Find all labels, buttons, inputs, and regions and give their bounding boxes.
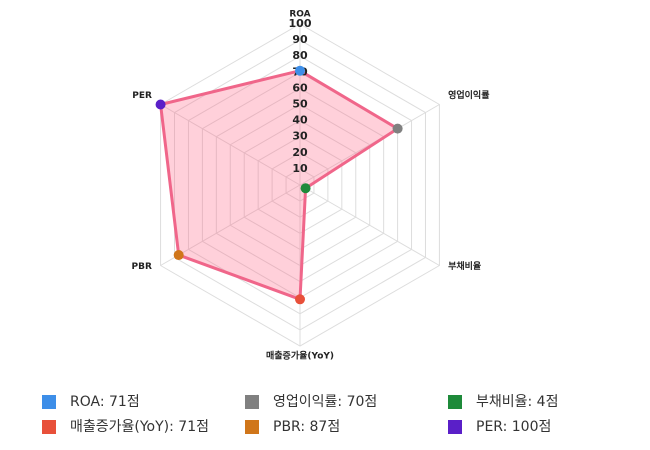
axis-label: PBR — [132, 262, 152, 272]
legend-label: PER: 100점 — [476, 419, 551, 435]
axis-label: 영업이익률 — [448, 89, 489, 101]
r-tick-label: 100 — [289, 17, 312, 30]
legend-label: ROA: 71점 — [70, 394, 140, 410]
legend-swatch — [448, 395, 462, 409]
r-tick-label: 20 — [292, 146, 308, 159]
axis-label: 부채비율 — [448, 260, 481, 272]
data-point — [295, 65, 305, 76]
axis-label: ROA — [289, 10, 310, 20]
spoke — [160, 104, 301, 186]
data-point — [295, 294, 305, 305]
r-tick-label: 10 — [292, 162, 308, 175]
data-point — [173, 250, 184, 261]
spoke — [160, 184, 301, 266]
spoke — [299, 104, 440, 186]
axis-label: PER — [132, 91, 152, 101]
r-tick-label: 40 — [292, 114, 308, 127]
legend-label: PBR: 87점 — [273, 419, 340, 435]
legend-swatch — [245, 420, 259, 434]
spoke — [299, 184, 440, 266]
r-tick-label: 80 — [292, 49, 308, 62]
legend-swatch — [448, 420, 462, 434]
legend-label: 영업이익률: 70점 — [273, 394, 377, 410]
r-tick-label: 60 — [292, 81, 308, 94]
axis-label: 매출증가율(YoY) — [266, 350, 334, 362]
legend-swatch — [42, 420, 56, 434]
r-tick-label: 90 — [292, 33, 308, 46]
legend-swatch — [42, 395, 56, 409]
legend-swatch — [245, 395, 259, 409]
r-tick-label: 50 — [292, 98, 308, 111]
legend-label: 부채비율: 4점 — [476, 394, 558, 410]
data-point — [155, 99, 166, 110]
data-point — [392, 123, 403, 134]
legend-label: 매출증가율(YoY): 71점 — [70, 419, 209, 435]
r-tick-label: 30 — [292, 130, 308, 143]
data-point — [300, 183, 311, 194]
data-area — [159, 69, 400, 301]
